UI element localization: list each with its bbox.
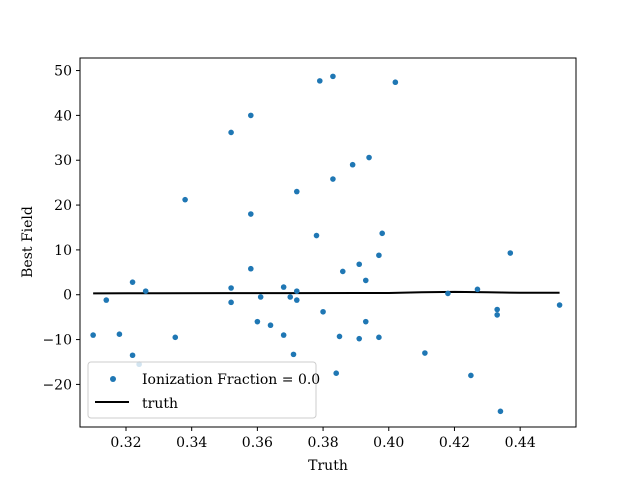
- data-point: [287, 294, 294, 300]
- x-tick-label: 0.40: [373, 435, 404, 451]
- data-point: [248, 211, 254, 217]
- y-tick-label: 10: [54, 243, 72, 259]
- data-point: [280, 284, 287, 290]
- data-point: [103, 297, 110, 303]
- data-point: [507, 250, 514, 256]
- data-point: [330, 176, 336, 182]
- x-tick-label: 0.36: [242, 435, 273, 451]
- y-axis-label: Best Field: [20, 206, 36, 278]
- y-axis-ticks: −20 −10 0 10 20 30 40 50: [42, 64, 80, 393]
- data-point: [422, 350, 428, 356]
- data-point: [333, 370, 340, 377]
- y-tick-label: 40: [54, 108, 72, 124]
- data-point: [129, 352, 136, 359]
- x-tick-label: 0.42: [439, 435, 470, 451]
- data-point: [497, 408, 504, 415]
- data-point: [339, 268, 346, 275]
- data-point: [474, 286, 481, 293]
- data-point: [293, 288, 300, 294]
- data-point: [494, 312, 500, 318]
- data-point: [392, 79, 399, 86]
- x-tick-label: 0.32: [110, 435, 141, 451]
- data-point: [362, 318, 369, 325]
- data-point: [494, 306, 500, 313]
- data-point: [228, 129, 234, 136]
- data-point: [356, 261, 363, 268]
- y-tick-label: 30: [54, 153, 72, 169]
- y-tick-label: 50: [54, 64, 72, 80]
- data-point: [349, 161, 356, 168]
- y-tick-label: −10: [42, 333, 72, 349]
- data-point: [228, 285, 234, 291]
- data-point: [376, 334, 382, 341]
- data-point: [468, 372, 474, 379]
- legend-label-line: truth: [142, 396, 178, 412]
- legend-box: [87, 361, 317, 419]
- data-point: [293, 297, 300, 303]
- data-point: [254, 318, 261, 325]
- legend: Ionization Fraction = 0.0 truth: [87, 361, 320, 419]
- data-point: [290, 351, 297, 358]
- data-point: [172, 334, 179, 341]
- data-point: [316, 78, 323, 84]
- data-point: [556, 302, 563, 308]
- x-axis-label: Truth: [308, 458, 348, 474]
- truth-line: [93, 290, 560, 295]
- x-axis-ticks: 0.32 0.34 0.36 0.38 0.40 0.42 0.44: [110, 427, 536, 451]
- data-point: [129, 279, 136, 285]
- y-tick-label: 20: [54, 198, 72, 214]
- data-point: [90, 332, 96, 338]
- data-point: [320, 308, 326, 315]
- data-point: [267, 322, 274, 329]
- data-point: [366, 154, 372, 161]
- legend-marker-scatter: [110, 376, 116, 382]
- data-point: [336, 333, 343, 340]
- scatter-points-group: [90, 73, 563, 415]
- y-tick-label: 0: [63, 288, 72, 304]
- legend-label-scatter: Ionization Fraction = 0.0: [142, 372, 320, 388]
- y-tick-label: −20: [42, 377, 72, 393]
- plot-area-frame: [79, 57, 577, 428]
- data-point: [330, 73, 336, 80]
- data-point: [182, 196, 188, 203]
- data-point: [248, 265, 254, 272]
- data-point: [445, 290, 451, 297]
- x-tick-label: 0.34: [176, 435, 207, 451]
- data-point: [280, 332, 287, 338]
- data-point: [116, 331, 123, 337]
- x-tick-label: 0.38: [307, 435, 338, 451]
- data-point: [362, 277, 369, 284]
- data-point: [228, 299, 234, 306]
- data-point: [313, 232, 320, 239]
- data-point: [379, 230, 386, 237]
- data-point: [142, 288, 149, 294]
- data-point: [257, 294, 264, 300]
- truth-line-group: [93, 290, 560, 295]
- data-point: [293, 188, 300, 195]
- data-point: [356, 335, 363, 342]
- data-point: [376, 252, 382, 259]
- x-tick-label: 0.44: [505, 435, 536, 451]
- data-point: [248, 112, 254, 119]
